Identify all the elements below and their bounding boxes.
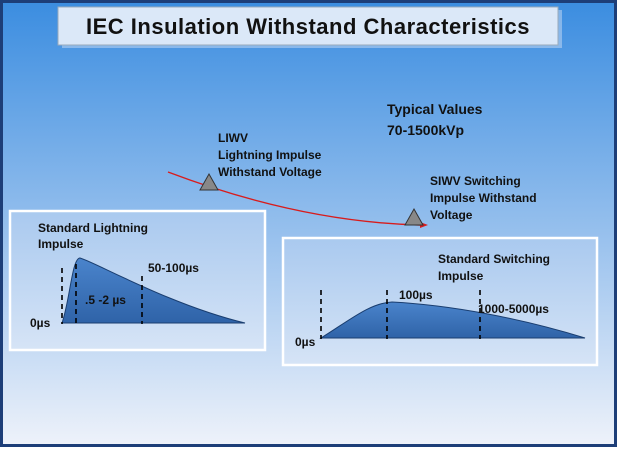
siwv-label: Voltage — [430, 208, 473, 222]
siwv-label: Impulse Withstand — [430, 191, 537, 205]
lightning-wave — [61, 257, 246, 324]
time-label: 100µs — [399, 288, 433, 302]
liwv-label: LIWV — [218, 131, 248, 145]
time-label: 50-100µs — [148, 261, 199, 275]
panel-title: Impulse — [38, 237, 84, 251]
switching-panel — [281, 236, 599, 367]
title-box — [57, 6, 559, 46]
time-label: 1000-5000µs — [478, 302, 549, 316]
liwv-label: Lightning Impulse — [218, 148, 322, 162]
liwv-marker — [199, 172, 219, 191]
panel-title: Impulse — [438, 269, 484, 283]
typical-values: Typical Values — [387, 101, 483, 117]
time-label: .5 -2 µs — [85, 293, 126, 307]
siwv-marker — [404, 207, 424, 226]
title: IEC Insulation Withstand Characteristics — [86, 14, 530, 39]
panel-title: Standard Switching — [438, 252, 550, 266]
lightning-panel — [8, 209, 267, 352]
trend-curve — [167, 171, 421, 226]
time-label: 0µs — [295, 335, 316, 349]
typical-values: 70-1500kVp — [387, 122, 464, 138]
time-label: 0µs — [30, 316, 51, 330]
siwv-label: SIWV Switching — [430, 174, 521, 188]
liwv-label: Withstand Voltage — [218, 165, 322, 179]
panel-title: Standard Lightning — [38, 221, 148, 235]
